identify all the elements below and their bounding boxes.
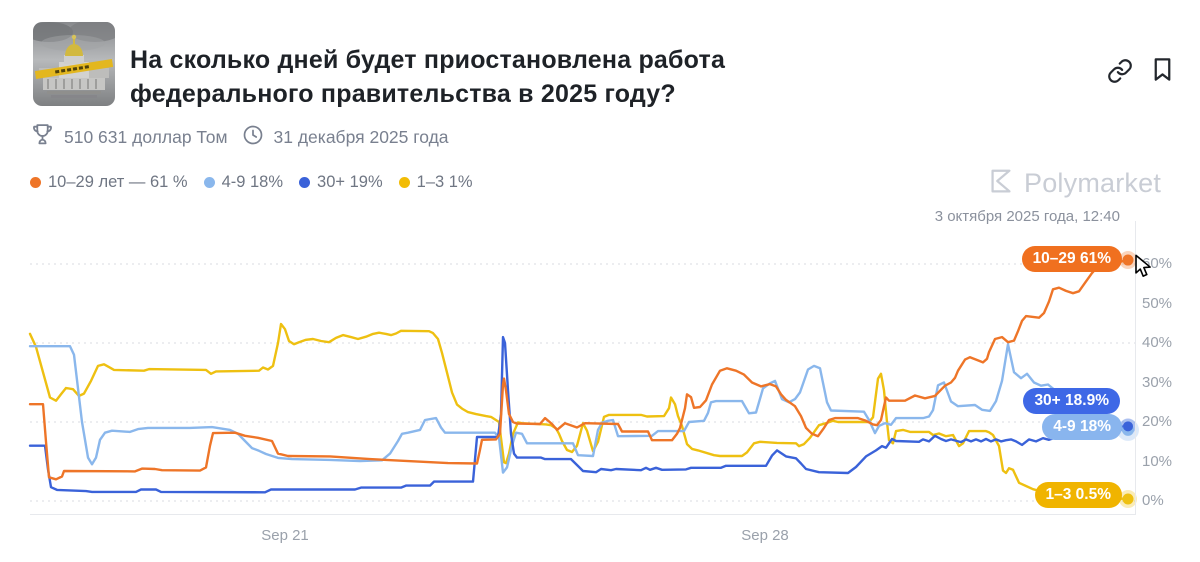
x-tick-sep-28: Sep 28 xyxy=(741,527,789,544)
end-dot-30+ xyxy=(1123,421,1133,432)
page-title: На сколько дней будет приостановлена раб… xyxy=(130,43,890,111)
marker-pill-30plus: 30+ 18.9% xyxy=(1023,388,1120,414)
clock-icon xyxy=(242,124,264,151)
y-tick-50: 50% xyxy=(1142,294,1173,312)
chart-svg[interactable] xyxy=(28,240,1139,525)
legend-item-10-29[interactable]: 10–29 лет — 61 % xyxy=(30,173,188,192)
legend-item-30plus[interactable]: 30+ 19% xyxy=(299,173,383,192)
legend-dot-lightblue xyxy=(203,177,215,188)
legend-label-30plus: 30+ 19% xyxy=(317,173,383,191)
series-line-4-9 xyxy=(28,343,1130,474)
y-axis-line xyxy=(1135,221,1136,514)
legend-dot-blue xyxy=(299,177,311,188)
marker-pill-10-29: 10–29 61% xyxy=(1021,246,1122,272)
legend-label-1-3: 1–3 1% xyxy=(416,173,473,191)
market-stats-row: 510 631 доллар Том 31 декабря 2025 года xyxy=(31,123,463,151)
legend-item-1-3[interactable]: 1–3 1% xyxy=(398,173,473,192)
series-line-1–3 xyxy=(28,322,1130,501)
legend-dot-yellow xyxy=(398,177,410,188)
market-image xyxy=(33,22,115,106)
prize-pool-text: 510 631 доллар Том xyxy=(64,126,228,147)
x-axis-line xyxy=(30,514,1136,515)
series-line-10–29 xyxy=(28,258,1130,481)
y-tick-40: 40% xyxy=(1142,334,1173,351)
y-tick-20: 20% xyxy=(1142,413,1173,430)
mouse-cursor xyxy=(1133,254,1155,283)
end-dot-1–3 xyxy=(1122,493,1134,505)
trophy-icon xyxy=(31,122,54,152)
end-dot-10–29 xyxy=(1122,254,1134,266)
capitol-shutdown-illustration xyxy=(33,22,115,106)
legend-label-4-9: 4-9 18% xyxy=(221,173,284,191)
marker-pill-4-9: 4-9 18% xyxy=(1042,414,1122,440)
polymarket-wordmark: Polymarket xyxy=(1024,168,1162,198)
bookmark-button[interactable] xyxy=(1148,55,1176,83)
marker-pill-1-3: 1–3 0.5% xyxy=(1034,482,1122,508)
polymarket-logo-icon xyxy=(986,166,1016,201)
page-title-line2: федерального правительства в 2025 году? xyxy=(130,79,676,108)
x-tick-sep-21: Sep 21 xyxy=(261,527,309,544)
link-icon xyxy=(1107,59,1133,87)
chart-timestamp: 3 октября 2025 года, 12:40 xyxy=(934,208,1120,225)
polymarket-watermark: Polymarket xyxy=(986,166,1161,201)
y-tick-10: 10% xyxy=(1142,452,1173,470)
legend-label-10-29: 10–29 лет — 61 % xyxy=(48,173,188,191)
series-line-30+ xyxy=(28,335,1130,494)
chart-legend: 10–29 лет — 61 % 4-9 18% 30+ 19% 1–3 1% xyxy=(30,173,473,192)
page-title-line1: На сколько дней будет приостановлена раб… xyxy=(130,45,726,74)
legend-item-4-9[interactable]: 4-9 18% xyxy=(203,173,284,192)
end-date-text: 31 декабря 2025 года xyxy=(273,126,449,147)
legend-dot-orange xyxy=(30,177,41,188)
y-tick-0: 0% xyxy=(1142,492,1164,509)
y-tick-30: 30% xyxy=(1142,373,1173,391)
share-link-button[interactable] xyxy=(1106,58,1134,86)
bookmark-icon xyxy=(1149,58,1176,87)
